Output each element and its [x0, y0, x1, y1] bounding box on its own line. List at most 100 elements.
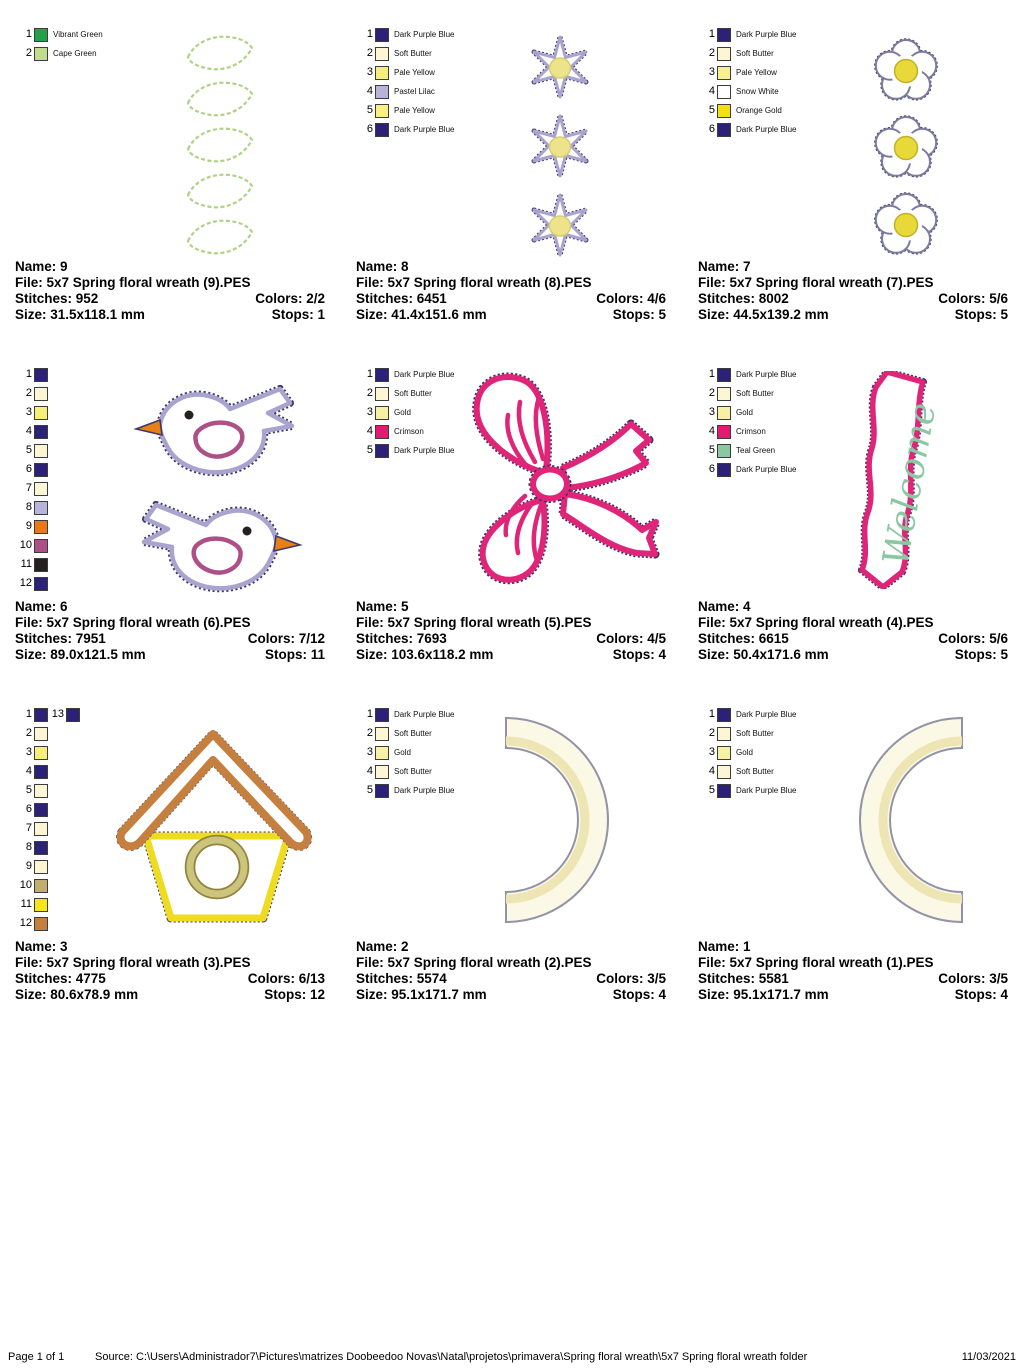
design-size: Size: 95.1x171.7 mm: [356, 987, 487, 1002]
thread-color-swatch: [34, 821, 48, 836]
design-preview-welcome-banner: Welcome: [855, 371, 937, 589]
thread-color-number: 2: [366, 47, 373, 59]
design-stitches: Stitches: 7951: [15, 631, 106, 646]
design-info: Name: 5 File: 5x7 Spring floral wreath (…: [356, 599, 666, 663]
page-footer: Page 1 of 1 Source: C:\Users\Administrad…: [0, 1351, 1024, 1367]
thread-color-name: Gold: [736, 748, 753, 757]
thread-color-number: 9: [25, 520, 32, 532]
thread-color-row: 2 Soft Butter: [357, 726, 454, 741]
thread-color-swatch: [375, 726, 389, 741]
design-stitches: Stitches: 6615: [698, 631, 789, 646]
design-colors: Colors: 4/6: [596, 291, 666, 306]
thread-color-swatch: [34, 878, 48, 893]
thread-color-swatch: [34, 557, 48, 572]
thread-color-number: 1: [25, 368, 32, 380]
thread-color-row: 6: [16, 802, 80, 817]
design-name: Name: 5: [356, 599, 409, 614]
thread-color-swatch: [375, 65, 389, 80]
thread-color-number: 6: [708, 123, 715, 135]
thread-color-number: 3: [708, 66, 715, 78]
thread-color-swatch: [34, 538, 48, 553]
design-colors: Colors: 7/12: [247, 631, 325, 646]
thread-color-swatch: [717, 745, 731, 760]
thread-color-row: 8: [16, 500, 48, 515]
thread-color-number: 2: [25, 387, 32, 399]
thread-color-row: 6: [16, 462, 48, 477]
thread-color-row: 1 Dark Purple Blue: [699, 27, 796, 42]
thread-color-row: 5 Teal Green: [699, 443, 796, 458]
thread-color-row: 1 Dark Purple Blue: [357, 27, 454, 42]
thread-color-row: 7: [16, 481, 48, 496]
thread-color-number: 2: [708, 387, 715, 399]
thread-color-name: Dark Purple Blue: [394, 786, 455, 795]
thread-color-swatch: [34, 576, 48, 591]
design-size: Size: 44.5x139.2 mm: [698, 307, 829, 322]
design-file: File: 5x7 Spring floral wreath (6).PES: [15, 615, 251, 630]
thread-color-row: 1 Dark Purple Blue: [699, 707, 796, 722]
design-info: Name: 7 File: 5x7 Spring floral wreath (…: [698, 259, 1008, 323]
thread-color-row: 5 Dark Purple Blue: [357, 783, 454, 798]
thread-color-list: 1 Dark Purple Blue 2 Soft Butter 3 Gold 4 Crims…: [357, 367, 454, 462]
design-info: Name: 1 File: 5x7 Spring floral wreath (…: [698, 939, 1008, 1003]
thread-color-swatch: [34, 802, 48, 817]
thread-color-swatch: [34, 726, 48, 741]
thread-color-list: 1 Vibrant Green 2 Cape Green: [16, 27, 103, 65]
thread-color-swatch: [717, 443, 731, 458]
thread-color-row: 11: [16, 897, 80, 912]
design-info: Name: 9 File: 5x7 Spring floral wreath (…: [15, 259, 325, 323]
thread-color-name: Dark Purple Blue: [394, 30, 455, 39]
thread-color-row: 5 Dark Purple Blue: [357, 443, 454, 458]
design-size: Size: 31.5x118.1 mm: [15, 307, 145, 322]
thread-color-number: 2: [366, 727, 373, 739]
thread-color-number: 5: [25, 784, 32, 796]
thread-color-row: 10: [16, 878, 80, 893]
design-stops: Stops: 11: [264, 647, 325, 662]
design-size: Size: 95.1x171.7 mm: [698, 987, 829, 1002]
thread-color-row: 4 Soft Butter: [699, 764, 796, 779]
design-size: Size: 103.6x118.2 mm: [356, 647, 494, 662]
thread-color-number: 10: [19, 879, 32, 891]
thread-color-number: 2: [25, 727, 32, 739]
thread-color-row: 11: [16, 557, 48, 572]
thread-color-row: 3 Pale Yellow: [699, 65, 796, 80]
thread-color-name: Dark Purple Blue: [736, 125, 797, 134]
thread-color-swatch: [375, 367, 389, 382]
thread-color-list: 1 2 3 4 5 6 7 8 9 10 11 12: [16, 367, 48, 595]
thread-color-list: 1 Dark Purple Blue 2 Soft Butter 3 Pale Yello…: [699, 27, 796, 141]
thread-color-number: 5: [708, 784, 715, 796]
thread-color-row: 1: [16, 367, 48, 382]
design-preview-bow: [453, 366, 661, 588]
thread-color-number: 3: [25, 746, 32, 758]
thread-color-row: 2 Soft Butter: [357, 46, 454, 61]
thread-color-row: 4: [16, 424, 48, 439]
thread-color-row: 6 Dark Purple Blue: [699, 462, 796, 477]
thread-color-swatch: [34, 500, 48, 515]
thread-color-swatch: [717, 103, 731, 118]
thread-color-list: 1 Dark Purple Blue 2 Soft Butter 3 Gold 4 Soft …: [357, 707, 454, 802]
thread-color-swatch: [717, 707, 731, 722]
design-info: Name: 6 File: 5x7 Spring floral wreath (…: [15, 599, 325, 663]
thread-color-number: 6: [25, 803, 32, 815]
thread-color-name: Dark Purple Blue: [736, 465, 797, 474]
thread-color-row: 10: [16, 538, 48, 553]
thread-color-swatch: [717, 764, 731, 779]
thread-color-number: 4: [366, 85, 373, 97]
thread-color-number: 5: [366, 784, 373, 796]
thread-color-row: 2 Soft Butter: [699, 726, 796, 741]
thread-color-swatch: [34, 367, 48, 382]
design-info: Name: 2 File: 5x7 Spring floral wreath (…: [356, 939, 666, 1003]
design-stops: Stops: 5: [612, 307, 666, 322]
thread-color-name: Crimson: [736, 427, 766, 436]
design-colors: Colors: 4/5: [596, 631, 666, 646]
thread-color-number: 2: [708, 47, 715, 59]
thread-color-number: 12: [19, 577, 32, 589]
thread-color-number: 4: [366, 425, 373, 437]
thread-color-swatch: [375, 46, 389, 61]
thread-color-number: 4: [708, 85, 715, 97]
thread-color-name: Soft Butter: [736, 389, 774, 398]
thread-color-number: 6: [708, 463, 715, 475]
design-card: 1 13 2 3 4 5 6 7 8 9 10 11 12 Name: 3 File: 5x7 Spri…: [0, 700, 341, 1040]
thread-color-swatch: [34, 745, 48, 760]
thread-color-number: 3: [708, 746, 715, 758]
thread-color-swatch: [34, 764, 48, 779]
